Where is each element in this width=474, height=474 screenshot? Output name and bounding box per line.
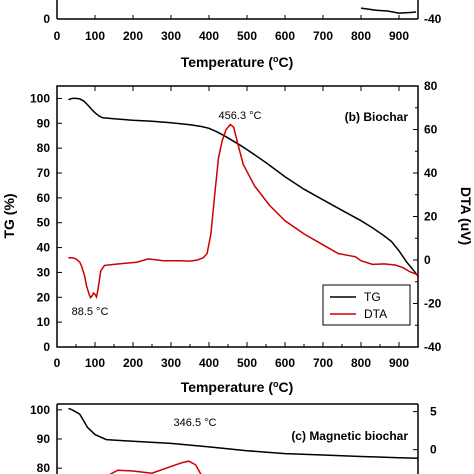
- panel-b-y-left-tick-label: 60: [37, 191, 51, 205]
- panel-b-y-left-tick-label: 20: [37, 290, 51, 304]
- panel-b-x-tick-label: 200: [123, 356, 143, 370]
- panel-a-x-tick-label: 200: [123, 29, 143, 43]
- panel-b-x-ticks: 0 100 200 300 400 500 600 700 800 900: [54, 86, 409, 370]
- panel-b-y-right-label: DTA (uV): [458, 187, 474, 245]
- panel-b-x-tick-label: 0: [54, 356, 61, 370]
- panel-b-legend: TG DTA: [322, 284, 411, 326]
- panel-b-y-left-label: TG (%): [1, 193, 17, 238]
- panel-a: 0 100 200 300 400 500 600 700 800 900 0 -40 Tempe…: [43, 0, 442, 70]
- panel-a-x-tick-label: 300: [161, 29, 181, 43]
- panel-a-y-right-tick: -40: [424, 12, 442, 26]
- panel-c-peak-annotation: 346.5 °C: [174, 417, 217, 429]
- panel-c-y-right-tick-label: 0: [430, 443, 437, 457]
- panel-b-x-tick-label: 300: [161, 356, 181, 370]
- panel-b-y-right-tick-label: 80: [424, 79, 438, 93]
- legend-label-tg: TG: [364, 290, 381, 304]
- panel-a-x-tick-label: 800: [351, 29, 371, 43]
- panel-b-title: (b) Biochar: [345, 110, 409, 124]
- panel-b-y-left-tick-label: 10: [37, 315, 51, 329]
- panel-a-x-ticks: 0 100 200 300 400 500 600 700 800 900: [54, 15, 409, 43]
- panel-b-y-left-tick-label: 80: [37, 141, 51, 155]
- legend-box: [322, 284, 411, 326]
- panel-a-x-tick-label: 0: [54, 29, 61, 43]
- panel-b-tg-line: [68, 97, 418, 277]
- panel-b-y-left-ticks: 0 10 20 30 40 50 60 70 80 90 100: [30, 91, 62, 354]
- panel-c-y-left-tick-label: 80: [37, 461, 51, 474]
- panel-b-x-tick-label: 700: [313, 356, 333, 370]
- panel-a-x-tick-label: 500: [237, 29, 257, 43]
- panel-b-y-left-tick-label: 30: [37, 265, 51, 279]
- panel-b-x-tick-label: 100: [85, 356, 105, 370]
- panel-c-y-left-tick-label: 100: [30, 403, 50, 417]
- panel-b-y-left-tick-label: 40: [37, 241, 51, 255]
- legend-label-dta: DTA: [364, 307, 387, 321]
- panel-a-x-tick-label: 600: [275, 29, 295, 43]
- panel-a-y-left-tick: 0: [43, 12, 50, 26]
- panel-b-x-tick-label: 400: [199, 356, 219, 370]
- panel-b-trough-annotation: 88.5 °C: [72, 306, 109, 318]
- panel-b-peak-annotation: 456.3 °C: [219, 110, 262, 122]
- panel-b-y-right-tick-label: -20: [424, 297, 442, 311]
- panel-a-x-tick-label: 700: [313, 29, 333, 43]
- panel-c-y-left-tick-label: 90: [37, 432, 51, 446]
- panel-b-dta-line: [68, 123, 418, 300]
- panel-a-x-axis-label: Temperature (oC): [181, 54, 294, 70]
- panel-b-x-tick-label: 500: [237, 356, 257, 370]
- panel-b-y-left-tick-label: 90: [37, 116, 51, 130]
- panel-a-x-tick-label: 900: [389, 29, 409, 43]
- panel-c-y-left-ticks: 80 90 100: [30, 403, 62, 474]
- panel-c-tg-line: [68, 407, 418, 460]
- panel-b-x-tick-label: 600: [275, 356, 295, 370]
- panel-b-y-right-tick-label: 40: [424, 166, 438, 180]
- panel-b-x-tick-label: 900: [389, 356, 409, 370]
- panel-b-x-tick-label: 800: [351, 356, 371, 370]
- panel-c-title: (c) Magnetic biochar: [291, 429, 408, 443]
- panel-b-x-axis-label: Temperature (oC): [181, 379, 294, 395]
- panel-b-y-left-tick-label: 0: [43, 340, 50, 354]
- panel-b-y-right-tick-label: 20: [424, 210, 438, 224]
- panel-b: 0 100 200 300 400 500 600 700 800 900 01020304050…: [1, 79, 474, 395]
- panel-b-y-left-tick-label: 70: [37, 166, 51, 180]
- panel-b-y-right-tick-label: -40: [424, 340, 442, 354]
- panel-c-y-right-ticks: 05: [413, 405, 437, 457]
- panel-a-curve: [360, 7, 417, 14]
- panel-a-x-tick-label: 100: [85, 29, 105, 43]
- panel-a-x-tick-label: 400: [199, 29, 219, 43]
- panel-b-y-right-tick-label: 0: [424, 253, 431, 267]
- panel-c-dta-line: [109, 460, 202, 474]
- panel-b-y-left-tick-label: 100: [30, 91, 50, 105]
- panel-b-y-left-tick-label: 50: [37, 216, 51, 230]
- panel-b-y-right-tick-label: 60: [424, 123, 438, 137]
- panel-b-y-right-ticks: -40 -20 0 20 40 60 80: [413, 79, 442, 354]
- panel-c-y-right-tick-label: 5: [430, 405, 437, 419]
